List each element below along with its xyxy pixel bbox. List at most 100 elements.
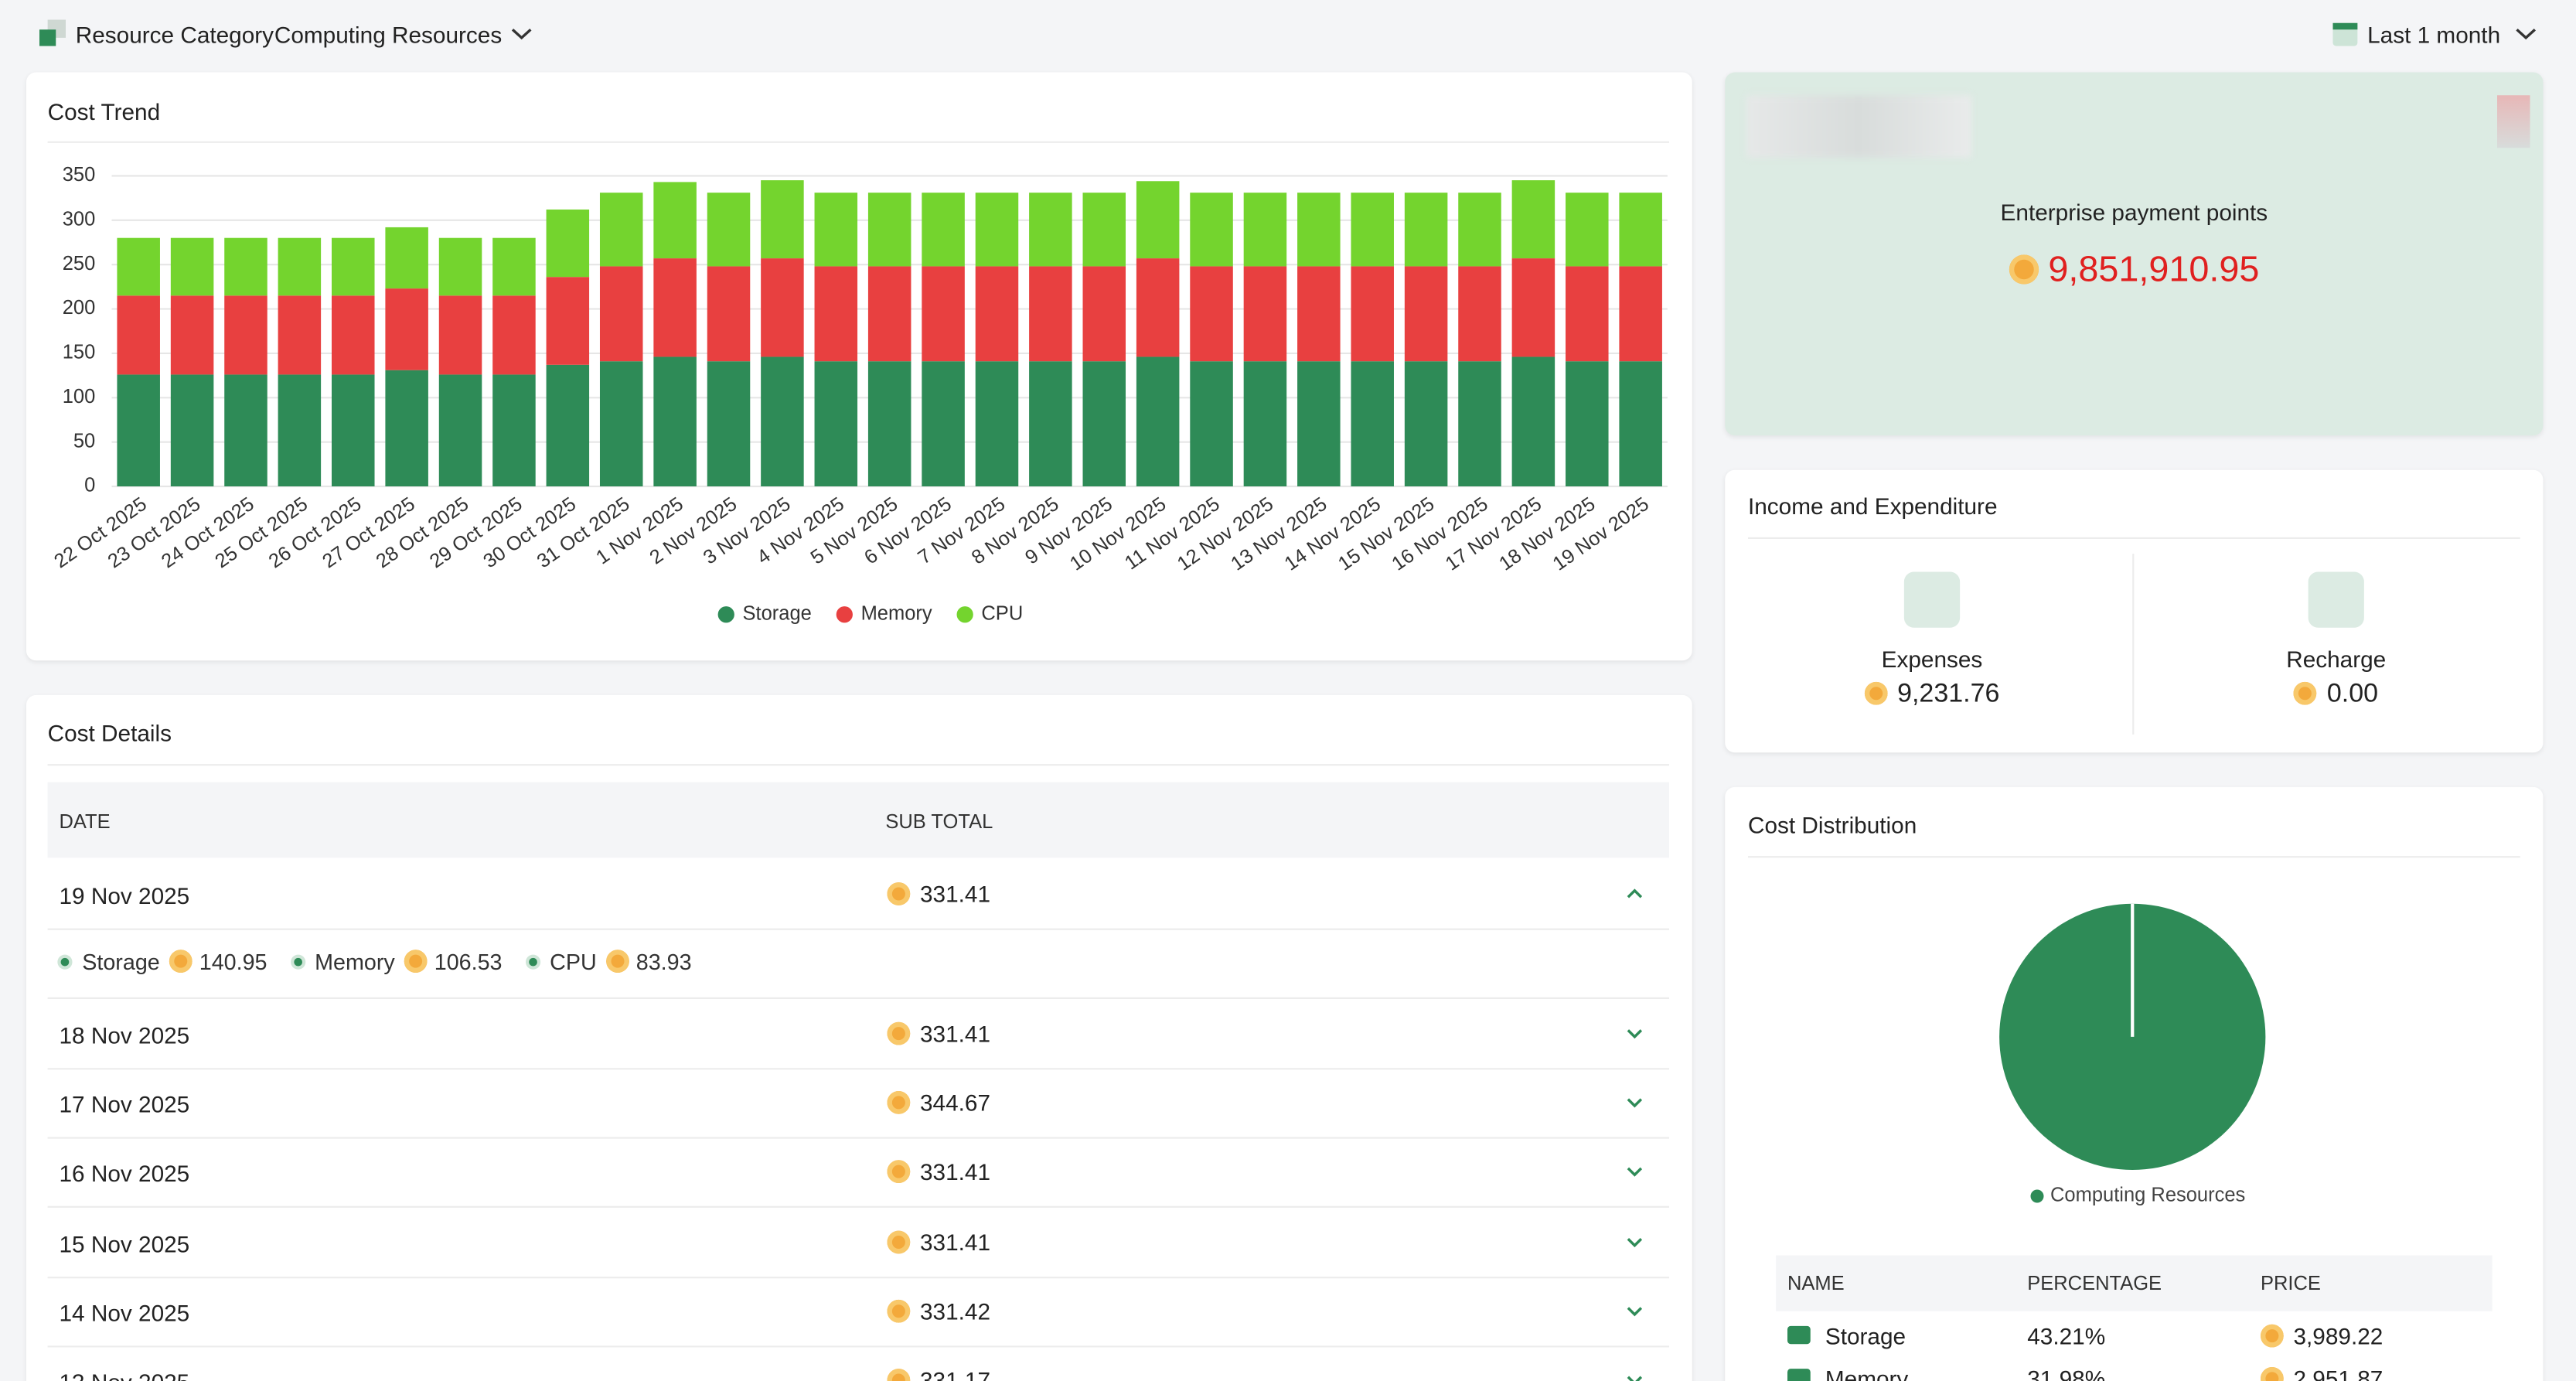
bar-segment [438,295,482,375]
bar-segment [1029,266,1072,362]
row-divider [47,1345,1669,1348]
bar-segment [922,193,965,267]
bar-segment [278,374,322,486]
bar-segment [1566,361,1609,486]
bar-segment [1511,180,1555,259]
row-toggle[interactable] [1625,1370,1645,1381]
bar-segment [170,237,214,296]
dropdown-chevron[interactable] [511,23,533,45]
bar-segment [224,374,267,486]
column-header: DATE [59,810,111,834]
recharge-label: Recharge [2286,646,2387,673]
resource-select[interactable]: Computing Resources [274,21,503,48]
chevron [1627,1376,1643,1381]
bar-segment [170,374,214,486]
chevron [1627,1028,1643,1038]
row-toggle[interactable] [1625,884,1645,904]
table-header [1776,1255,2493,1311]
legend-label: Storage [743,602,812,624]
cell-text: Storage [1825,1322,1906,1349]
bar-segment [1136,258,1180,357]
subtotal-value: 331.17 [920,1367,991,1381]
bar-segment [814,266,858,362]
bar-segment [546,364,590,486]
y-tick-label: 350 [63,164,96,186]
card-title: Cost Trend [47,98,161,125]
bar-segment [1297,361,1341,486]
bar-segment [1619,266,1662,362]
period-select[interactable]: Last 1 month [2367,21,2501,48]
bar-segment [1511,356,1555,486]
coin [887,1021,911,1045]
bar-segment [1190,193,1233,267]
category-icon [39,19,66,46]
coin [2261,1324,2284,1348]
expenses-label: Expenses [1881,646,1983,673]
period-chevron[interactable] [2515,23,2537,45]
recharge-icon [2308,571,2364,628]
bar-segment [1082,193,1126,267]
coin [887,1369,911,1381]
bar-segment [438,237,482,296]
coin [887,1160,911,1184]
bar-segment [117,295,160,375]
bar-segment [922,266,965,362]
bar-segment [707,266,751,362]
bar-segment [1297,193,1341,267]
row-toggle[interactable] [1625,1301,1645,1321]
bar-segment [1619,193,1662,267]
cell: 3,989.22 [2261,1323,2383,1349]
y-tick-label: 100 [63,386,96,407]
bar-segment [1351,193,1394,267]
y-tick-label: 200 [63,297,96,319]
bar-segment [1351,266,1394,362]
chevron [1627,1306,1643,1316]
breakdown-name: Storage [82,950,160,975]
cell-text: 3,989.22 [2293,1322,2383,1349]
row-subtotal: 331.41 [887,881,990,907]
row-date: 14 Nov 2025 [59,1299,190,1326]
bar-segment [707,361,751,486]
card-title: Income and Expenditure [1748,493,1998,520]
cell-text: Memory [1825,1365,1909,1381]
expenses-value: 9,231.76 [1725,680,2139,710]
bar-segment [117,374,160,486]
bar-segment [922,361,965,486]
row-toggle[interactable] [1625,1023,1645,1043]
bar-segment [1404,193,1448,267]
blurred-logo [1746,95,1971,158]
bar-segment [1404,361,1448,486]
row-subtotal: 331.41 [887,1228,990,1254]
card-title: Cost Details [47,719,172,746]
bar-segment [814,193,858,267]
points-number: 9,851,910.95 [2048,247,2260,289]
row-subtotal: 331.42 [887,1297,990,1324]
row-toggle[interactable] [1625,1162,1645,1182]
bar-segment [1351,361,1394,486]
y-tick-label: 50 [73,430,95,452]
resource-icon [1787,1369,1811,1381]
bar-segment [1029,193,1072,267]
bar-segment [975,266,1019,362]
chevron [1627,1168,1643,1178]
chevron [1627,1098,1643,1108]
bar-segment [599,266,643,362]
row-toggle[interactable] [1625,1093,1645,1113]
subtotal-value: 344.67 [920,1089,991,1116]
expenses-number: 9,231.76 [1897,680,2000,708]
recharge-value: 0.00 [2129,680,2544,710]
bar-segment [224,295,267,375]
points-value: 9,851,910.95 [1725,248,2543,291]
bar-segment [1082,266,1126,362]
row-subtotal: 331.41 [887,1159,990,1185]
bar-segment [1566,193,1609,267]
bar-segment [385,227,428,289]
row-toggle[interactable] [1625,1232,1645,1252]
calendar-icon [2332,22,2358,46]
row-divider [47,997,1669,1000]
card-title: Cost Distribution [1748,811,1917,838]
breakdown-value: 83.93 [635,950,692,975]
blurred-badge [2497,95,2530,148]
bar-segment [1458,266,1501,362]
